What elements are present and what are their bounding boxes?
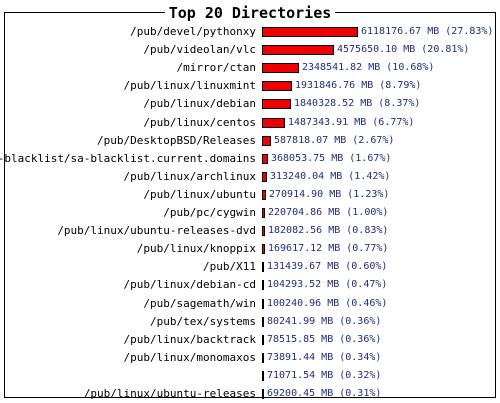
category-label: /pub/linux/linuxmint [123, 79, 256, 93]
category-label: /pub/tex/systems [150, 314, 256, 328]
value-label: 1931846.76 MB (8.79%) [295, 80, 422, 92]
bar [262, 334, 264, 345]
value-label: 131439.67 MB (0.60%) [267, 261, 388, 273]
category-label: /pub/pc/cygwin [163, 206, 256, 219]
category-label: /pub/linux/ubuntu [143, 187, 256, 201]
bar [262, 45, 334, 56]
bar [262, 208, 265, 218]
category-label: /pub/X11 [203, 260, 256, 274]
value-label: 182082.56 MB (0.83%) [268, 225, 389, 237]
value-label: 78515.85 MB (0.36%) [267, 333, 382, 345]
bar [262, 298, 264, 309]
bar [262, 99, 291, 110]
category-label: /pub/linux/knoppix [136, 242, 256, 256]
bar [262, 135, 271, 146]
chart-title: Top 20 Directories [0, 4, 500, 22]
value-label: 4575650.10 MB (20.81%) [337, 44, 470, 56]
value-label: 2348541.82 MB (10.68%) [302, 62, 435, 74]
bar [262, 316, 264, 327]
bar [262, 117, 285, 128]
value-label: 270914.90 MB (1.23%) [269, 188, 390, 200]
category-label: /pub/DesktopBSD/Releases [97, 133, 256, 147]
category-label: /pub/sagemath/win [143, 296, 256, 310]
category-label: /pub/linux/monomaxos [123, 350, 256, 364]
category-label: /sa-blacklist/sa-blacklist.current.domai… [0, 151, 256, 165]
category-label: /pub/linux/ubuntu-releases-dvd [57, 224, 256, 238]
value-label: 69200.45 MB (0.31%) [267, 388, 382, 399]
category-label: /pub/linux/debian [143, 97, 256, 111]
bar [262, 189, 266, 200]
category-label: /pub/linux/centos [143, 115, 256, 129]
category-label: /pub/devel/pythonxy [130, 25, 256, 38]
bar [262, 370, 264, 381]
category-label: /pub/linux/archlinux [123, 169, 256, 183]
value-label: 220704.86 MB (1.00%) [268, 207, 389, 218]
category-label: /pub/linux/backtrack [123, 332, 256, 346]
value-label: 1840328.52 MB (8.37%) [294, 98, 421, 110]
value-label: 80241.99 MB (0.36%) [267, 315, 382, 327]
value-label: 169617.12 MB (0.77%) [268, 243, 389, 255]
value-label: 1487343.91 MB (6.77%) [288, 116, 415, 128]
bar [262, 81, 292, 92]
chart-title-text: Top 20 Directories [164, 4, 336, 22]
value-label: 6118176.67 MB (27.83%) [361, 26, 494, 37]
category-label: /pub/videolan/vlc [143, 43, 256, 57]
bar [262, 389, 264, 399]
bar [262, 171, 267, 182]
bar [262, 352, 264, 363]
bar [262, 244, 265, 255]
value-label: 73891.44 MB (0.34%) [267, 351, 382, 363]
value-label: 313240.04 MB (1.42%) [270, 170, 391, 182]
value-label: 368053.75 MB (1.67%) [271, 152, 392, 164]
value-label: 100240.96 MB (0.46%) [267, 297, 388, 309]
bar [262, 27, 358, 37]
category-label: /pub/linux/ubuntu-releases [83, 387, 256, 400]
bar [262, 280, 264, 291]
bar [262, 153, 268, 164]
category-label: /mirror/ctan [176, 61, 256, 75]
bar [262, 63, 299, 74]
value-label: 71071.54 MB (0.32%) [267, 369, 382, 381]
value-label: 104293.52 MB (0.47%) [267, 279, 388, 291]
value-label: 587818.07 MB (2.67%) [274, 134, 395, 146]
category-label: /pub/linux/debian-cd [123, 278, 256, 292]
bar [262, 226, 265, 237]
bar [262, 262, 264, 273]
